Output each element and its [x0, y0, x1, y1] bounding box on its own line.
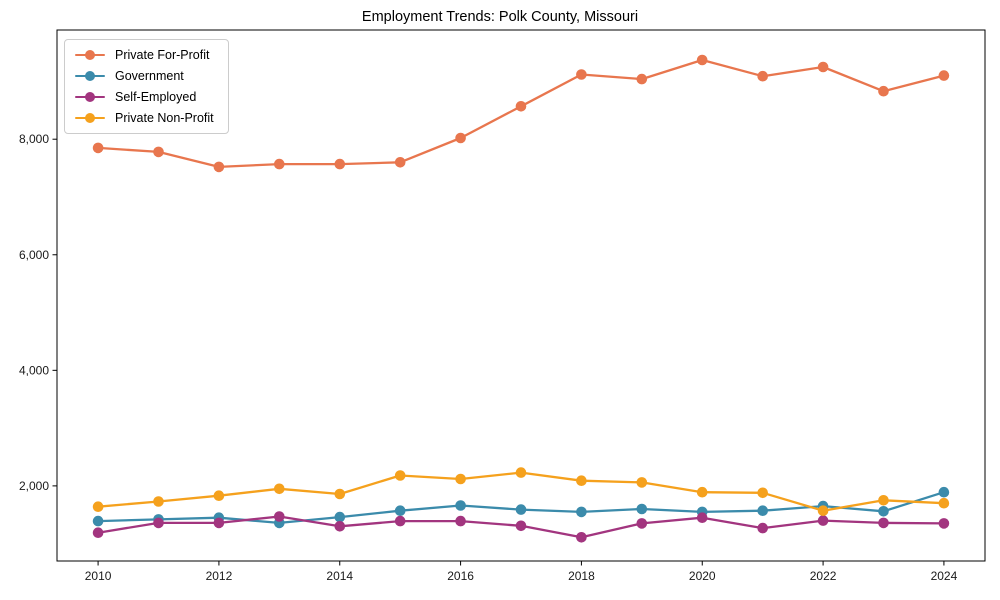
data-point-self-employed-2017 — [515, 520, 527, 532]
legend-item-self-employed: Self-Employed — [75, 89, 214, 105]
data-point-private-non-profit-2014 — [334, 488, 346, 500]
data-point-private-non-profit-2012 — [213, 490, 225, 502]
data-point-private-non-profit-2022 — [817, 505, 829, 516]
y-tick-label: 2,000 — [19, 479, 49, 493]
data-point-private-non-profit-2020 — [696, 486, 708, 498]
chart-title: Employment Trends: Polk County, Missouri — [361, 9, 639, 25]
data-point-self-employed-2015 — [394, 515, 406, 527]
legend-item-private-for-profit: Private For-Profit — [75, 47, 214, 63]
legend-label: Private For-Profit — [115, 48, 210, 62]
x-tick-label: 2024 — [931, 569, 958, 583]
data-point-private-non-profit-2021 — [757, 487, 768, 499]
data-point-private-for-profit-2024 — [938, 70, 950, 81]
data-point-private-for-profit-2012 — [213, 161, 225, 173]
data-point-self-employed-2014 — [334, 521, 346, 532]
data-point-private-non-profit-2018 — [576, 475, 587, 487]
data-point-private-for-profit-2010 — [92, 142, 104, 154]
data-point-government-2010 — [92, 515, 104, 527]
legend-label: Government — [115, 69, 184, 83]
legend: Private For-Profit Government Self-Employe… — [64, 39, 229, 134]
data-point-self-employed-2021 — [757, 522, 768, 534]
data-point-private-non-profit-2019 — [636, 477, 648, 488]
data-point-self-employed-2022 — [817, 515, 829, 526]
data-point-self-employed-2010 — [92, 527, 104, 538]
data-point-private-non-profit-2017 — [515, 467, 527, 478]
data-point-government-2023 — [878, 506, 889, 517]
data-point-self-employed-2018 — [576, 532, 587, 543]
legend-marker-icon — [75, 47, 105, 63]
data-point-private-non-profit-2015 — [394, 470, 406, 481]
legend-marker-icon — [75, 89, 105, 105]
data-point-self-employed-2023 — [878, 517, 889, 529]
data-point-self-employed-2016 — [455, 515, 466, 527]
data-point-government-2021 — [757, 505, 768, 516]
data-point-self-employed-2011 — [153, 517, 164, 529]
x-tick-label: 2014 — [326, 569, 353, 583]
y-tick-label: 4,000 — [19, 363, 49, 377]
data-point-private-for-profit-2011 — [153, 146, 164, 158]
data-point-private-non-profit-2016 — [455, 473, 466, 485]
data-point-private-for-profit-2013 — [274, 158, 285, 170]
data-point-private-non-profit-2011 — [153, 496, 164, 507]
data-point-self-employed-2012 — [213, 517, 225, 529]
data-point-government-2014 — [334, 511, 346, 523]
legend-marker-icon — [75, 68, 105, 84]
data-point-government-2019 — [636, 503, 648, 515]
x-tick-label: 2022 — [810, 569, 837, 583]
legend-label: Private Non-Profit — [115, 111, 214, 125]
data-point-government-2017 — [515, 504, 527, 515]
data-point-self-employed-2024 — [938, 518, 950, 529]
data-point-private-for-profit-2023 — [878, 85, 889, 97]
x-tick-label: 2020 — [689, 569, 716, 583]
legend-label: Self-Employed — [115, 90, 197, 104]
data-point-self-employed-2020 — [696, 512, 708, 523]
y-tick-label: 8,000 — [19, 132, 49, 146]
data-point-private-for-profit-2014 — [334, 158, 346, 170]
data-point-self-employed-2013 — [274, 511, 285, 522]
data-point-private-non-profit-2013 — [274, 483, 285, 495]
data-point-private-for-profit-2015 — [394, 157, 406, 168]
data-point-private-non-profit-2023 — [878, 495, 889, 506]
axes-box — [56, 29, 986, 562]
x-tick-label: 2018 — [568, 569, 595, 583]
data-point-government-2016 — [455, 500, 466, 511]
data-point-private-for-profit-2018 — [576, 69, 587, 80]
data-point-self-employed-2019 — [636, 518, 648, 529]
data-point-private-for-profit-2019 — [636, 73, 648, 85]
x-tick-label: 2016 — [447, 569, 474, 583]
x-tick-label: 2010 — [85, 569, 112, 583]
legend-item-government: Government — [75, 68, 214, 84]
x-tick-label: 2012 — [206, 569, 233, 583]
data-point-private-for-profit-2020 — [696, 54, 708, 66]
data-point-government-2024 — [938, 486, 950, 498]
data-point-private-for-profit-2016 — [455, 132, 466, 144]
data-point-private-non-profit-2024 — [938, 497, 950, 509]
data-point-private-for-profit-2017 — [515, 101, 527, 112]
data-point-private-for-profit-2021 — [757, 70, 768, 82]
y-tick-label: 6,000 — [19, 248, 49, 262]
data-point-private-non-profit-2010 — [92, 501, 104, 512]
legend-marker-icon — [75, 110, 105, 126]
data-point-government-2015 — [394, 505, 406, 516]
data-point-government-2018 — [576, 506, 587, 518]
legend-item-private-non-profit: Private Non-Profit — [75, 110, 214, 126]
data-point-private-for-profit-2022 — [817, 61, 829, 73]
